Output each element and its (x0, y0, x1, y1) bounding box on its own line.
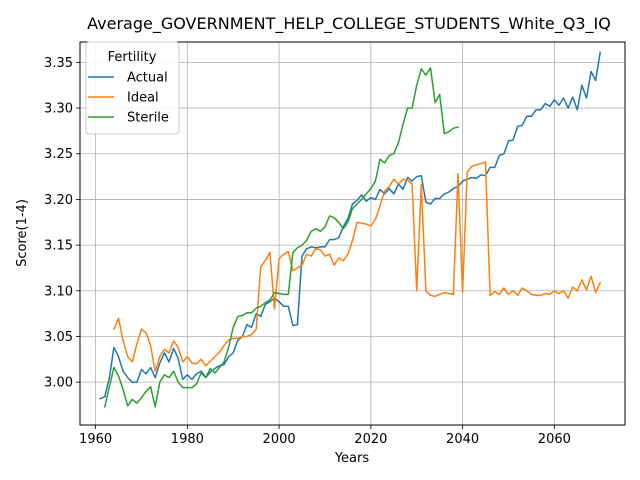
y-tick-label: 3.30 (44, 102, 73, 117)
x-tick-label: 2000 (263, 432, 296, 447)
y-axis-label: Score(1-4) (15, 199, 30, 267)
x-tick-label: 1960 (79, 432, 112, 447)
x-tick-label: 2040 (446, 432, 479, 447)
legend-title: Fertility (108, 50, 157, 65)
legend-label-sterile: Sterile (127, 111, 169, 126)
chart-title: Average_GOVERNMENT_HELP_COLLEGE_STUDENTS… (87, 14, 611, 34)
y-tick-label: 3.15 (44, 239, 73, 254)
legend-label-actual: Actual (127, 71, 168, 86)
y-tick-label: 3.00 (44, 376, 73, 391)
y-tick-label: 3.05 (44, 330, 73, 345)
legend-label-ideal: Ideal (127, 91, 159, 106)
y-tick-label: 3.25 (44, 147, 73, 162)
y-tick-label: 3.35 (44, 56, 73, 71)
x-tick-label: 2020 (354, 432, 387, 447)
legend: Fertility Actual Ideal Sterile (86, 42, 179, 134)
x-tick-label: 2060 (538, 432, 571, 447)
y-tick-label: 3.20 (44, 193, 73, 208)
x-axis-label: Years (334, 451, 370, 466)
x-tick-label: 1980 (171, 432, 204, 447)
y-tick-label: 3.10 (44, 284, 73, 299)
